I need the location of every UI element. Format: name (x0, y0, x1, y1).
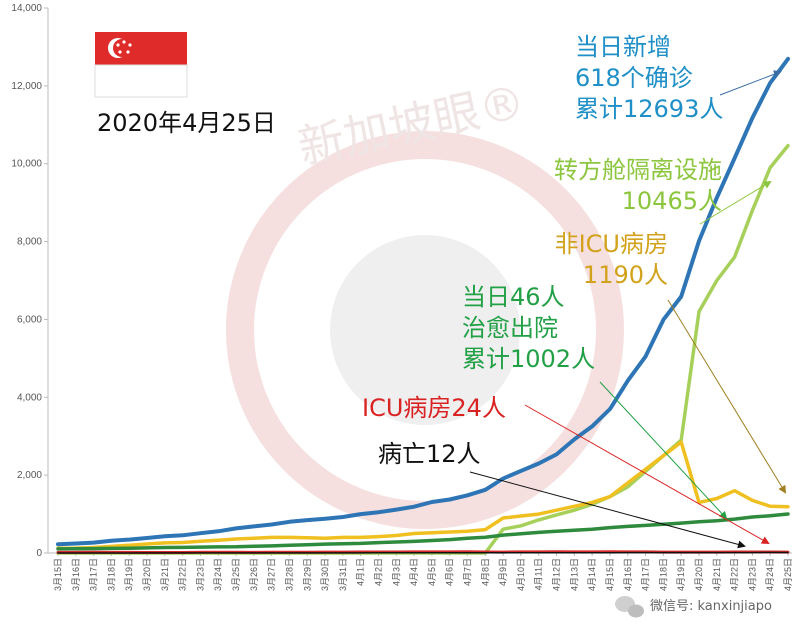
annotation-ward-line: 1190人 (583, 261, 668, 289)
x-tick-label: 4月17日 (641, 558, 651, 591)
x-tick-label: 4月2日 (373, 558, 383, 586)
y-tick-label: 8,000 (17, 237, 42, 248)
annotation-total-line: 累计12693人 (575, 95, 723, 123)
series-line-3 (56, 512, 790, 551)
annotation-recovered-line: 累计1002人 (462, 345, 595, 373)
y-tick-label: 12,000 (11, 81, 42, 92)
footer-text: 微信号: kanxinjiapo (650, 599, 772, 614)
x-tick-label: 3月27日 (267, 558, 277, 591)
x-tick-label: 4月6日 (445, 558, 455, 586)
x-tick-label: 4月21日 (712, 558, 722, 591)
x-tick-label: 3月26日 (249, 558, 259, 591)
x-tick-label: 4月10日 (516, 558, 526, 591)
annotation-arrow-2 (667, 299, 787, 494)
x-tick-label: 3月20日 (142, 558, 152, 591)
x-tick-label: 3月19日 (124, 558, 134, 591)
x-tick-label: 4月8日 (480, 558, 490, 586)
x-tick-label: 3月23日 (195, 558, 205, 591)
x-tick-label: 4月18日 (658, 558, 668, 591)
x-tick-label: 4月22日 (730, 558, 740, 591)
annotation-arrows (469, 70, 787, 549)
annotation-death-line: 病亡12人 (378, 440, 481, 468)
y-tick-label: 14,000 (11, 3, 42, 14)
annotation-total-line: 当日新增 (575, 33, 671, 61)
series-line-0 (56, 56, 790, 547)
y-tick-label: 4,000 (17, 392, 42, 403)
x-tick-label: 4月13日 (569, 558, 579, 591)
x-tick-label: 3月30日 (320, 558, 330, 591)
x-tick-label: 3月31日 (338, 558, 348, 591)
x-tick-label: 3月17日 (89, 558, 99, 591)
x-tick-label: 3月16日 (71, 558, 81, 591)
footer: 微信号: kanxinjiapo (615, 596, 772, 618)
annotation-ward-line: 非ICU病房 (555, 230, 668, 258)
date-label: 2020年4月25日 (97, 109, 276, 137)
x-tick-label: 4月5日 (427, 558, 437, 586)
singapore-flag-icon (94, 32, 188, 98)
y-tick-label: 0 (36, 548, 42, 559)
x-tick-label: 4月12日 (552, 558, 562, 591)
y-tick-label: 2,000 (17, 470, 42, 481)
x-tick-label: 3月18日 (106, 558, 116, 591)
x-tick-label: 4月9日 (498, 558, 508, 586)
x-tick-label: 4月14日 (587, 558, 597, 591)
x-tick-label: 3月29日 (302, 558, 312, 591)
x-tick-label: 4月7日 (463, 558, 473, 586)
x-tick-label: 4月3日 (391, 558, 401, 586)
annotation-recovered-line: 治愈出院 (462, 314, 558, 342)
x-tick-label: 4月15日 (605, 558, 615, 591)
x-tick-label: 3月15日 (53, 558, 63, 591)
x-tick-label: 4月25日 (783, 558, 793, 591)
x-tick-label: 4月1日 (356, 558, 366, 586)
axes: 0 2,000 4,000 6,000 8,000 10,000 12,000 14,000 3… (11, 3, 793, 591)
y-tick-label: 6,000 (17, 314, 42, 325)
x-tick-label: 3月28日 (284, 558, 294, 591)
x-tick-label: 4月11日 (534, 558, 544, 590)
x-tick-label: 4月24日 (765, 558, 775, 591)
annotation-arrow-1 (699, 180, 772, 225)
annotation-arrow-5 (469, 471, 746, 549)
annotation-arrow-3 (599, 381, 728, 520)
x-tick-label: 3月21日 (160, 558, 170, 591)
series-line-5 (57, 551, 789, 554)
x-tick-label: 4月19日 (676, 558, 686, 591)
annotation-dorm-line: 10465人 (622, 187, 722, 215)
y-tick-label: 10,000 (11, 159, 42, 170)
x-tick-label: 3月24日 (213, 558, 223, 591)
x-tick-label: 4月4日 (409, 558, 419, 586)
annotation-total-line: 618个确诊 (575, 64, 693, 92)
x-tick-label: 3月22日 (178, 558, 188, 591)
annotation-dorm-line: 转方舱隔离设施 (554, 156, 722, 184)
x-tick-label: 3月25日 (231, 558, 241, 591)
x-tick-label: 4月23日 (747, 558, 757, 591)
annotation-arrow-0 (719, 70, 782, 96)
x-tick-label: 4月16日 (623, 558, 633, 591)
annotation-icu-line: ICU病房24人 (362, 394, 506, 422)
wechat-icon (615, 596, 644, 618)
annotation-recovered-line: 当日46人 (462, 283, 565, 311)
annotation-arrow-4 (524, 404, 770, 544)
x-tick-label: 4月20日 (694, 558, 704, 591)
